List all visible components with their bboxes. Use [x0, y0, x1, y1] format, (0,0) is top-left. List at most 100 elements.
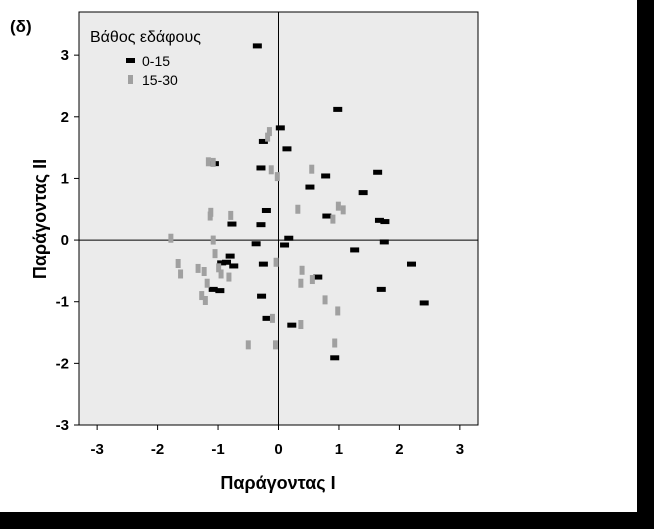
x-tick-label: 3 [456, 441, 464, 458]
data-point [373, 169, 383, 175]
data-point [168, 233, 174, 243]
data-point [287, 322, 297, 328]
data-point [379, 239, 389, 245]
data-point [208, 286, 218, 292]
y-tick-label: -3 [56, 417, 69, 434]
data-point [321, 173, 331, 179]
data-point [335, 201, 341, 211]
data-point [268, 165, 274, 175]
data-point [258, 138, 268, 144]
legend-title: Βάθος εδάφους [90, 29, 201, 46]
data-point [313, 274, 323, 280]
data-point [330, 355, 340, 361]
data-point [266, 127, 272, 137]
data-point [330, 214, 336, 224]
data-point [273, 257, 279, 267]
data-point [201, 267, 207, 277]
data-point [333, 106, 343, 112]
data-point [298, 320, 304, 330]
data-point [274, 172, 280, 182]
series-0-15 [208, 43, 429, 361]
data-point [229, 263, 239, 269]
data-point [280, 242, 290, 248]
data-point [226, 272, 232, 282]
x-tick-label: -3 [90, 441, 103, 458]
legend-label: 0-15 [142, 53, 170, 69]
y-tick-label: 1 [61, 170, 69, 187]
x-axis: -3 -2 -1 0 1 2 3 [90, 425, 464, 458]
data-point [204, 278, 210, 288]
y-tick-label: -2 [56, 355, 69, 372]
data-point [227, 221, 237, 227]
data-point [322, 213, 332, 219]
x-axis-title: Παράγοντας I [220, 473, 335, 493]
y-tick-label: 3 [61, 47, 69, 64]
data-point [256, 165, 266, 171]
data-point [335, 306, 341, 316]
data-point [376, 286, 386, 292]
x-tick-label: 2 [395, 441, 403, 458]
data-point [228, 210, 234, 220]
data-point [265, 132, 271, 142]
y-axis-title: Παράγοντας II [30, 159, 50, 279]
data-point [419, 300, 429, 306]
data-point [222, 259, 232, 265]
data-point [309, 164, 315, 174]
data-point [251, 241, 261, 247]
data-point [340, 205, 346, 215]
data-point [210, 157, 216, 167]
data-point [299, 265, 305, 275]
data-point [258, 261, 268, 267]
y-axis: -3 -2 -1 0 1 2 3 [56, 47, 79, 434]
data-point [272, 340, 278, 350]
legend-marker [128, 75, 133, 84]
panel-label: (δ) [10, 17, 32, 36]
data-point [407, 261, 416, 267]
data-point [275, 125, 285, 131]
x-tick-label: -1 [211, 441, 224, 458]
data-point [178, 269, 184, 279]
data-point [332, 338, 338, 348]
data-point [295, 204, 301, 214]
data-point [175, 258, 181, 268]
data-point [215, 288, 225, 294]
data-point [217, 260, 227, 266]
data-point [218, 269, 224, 279]
data-point [284, 235, 294, 241]
data-point [212, 249, 218, 259]
data-point [380, 219, 390, 225]
series-15-30 [168, 127, 346, 350]
data-point [199, 291, 205, 301]
data-point [257, 293, 267, 299]
data-point [205, 157, 211, 167]
legend: Βάθος εδάφους 0-15 15-30 [90, 29, 201, 88]
chart-figure: (δ) -3 -2 -1 0 1 2 3 -3 -2 -1 0 1 2 3 Παράγοντας I Π… [0, 0, 637, 512]
plot-area [78, 11, 479, 426]
data-point [202, 295, 208, 305]
legend-label: 15-30 [142, 72, 178, 88]
data-point [309, 275, 315, 285]
data-point [350, 247, 360, 253]
data-point [256, 222, 266, 228]
x-tick-label: -2 [151, 441, 164, 458]
data-point [305, 184, 315, 190]
y-tick-label: -1 [56, 294, 69, 311]
legend-marker [126, 58, 135, 63]
x-tick-label: 1 [335, 441, 343, 458]
data-point [282, 146, 292, 152]
x-tick-label: 0 [274, 441, 282, 458]
data-point [225, 253, 235, 259]
data-point [207, 211, 213, 221]
data-point [269, 313, 275, 323]
data-point [245, 340, 251, 350]
data-point [210, 235, 216, 245]
data-point [195, 263, 201, 273]
data-point [261, 207, 271, 213]
y-tick-label: 0 [61, 232, 69, 249]
data-point [358, 190, 368, 196]
data-point [216, 263, 222, 273]
data-point [374, 217, 384, 223]
scatter-chart: (δ) -3 -2 -1 0 1 2 3 -3 -2 -1 0 1 2 3 Παράγοντας I Π… [10, 11, 479, 493]
data-point [298, 278, 304, 288]
data-point [252, 43, 262, 49]
